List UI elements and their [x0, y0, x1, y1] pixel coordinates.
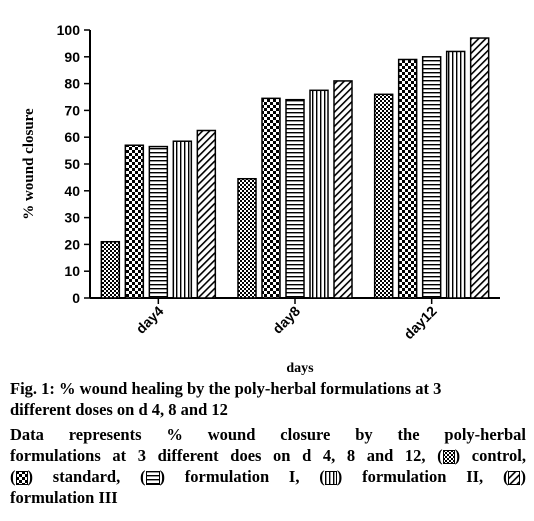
y-tick-label: 100	[57, 22, 81, 38]
bar-day12-formulation-ii	[445, 50, 466, 299]
x-axis-label: days	[286, 361, 314, 375]
swatch-formulation-ii-icon	[324, 471, 337, 485]
bar-chart: 0 10 20 30 40 50 60 70 80 90 100 day4 day8 day12 % wou…	[21, 22, 500, 375]
bar-day8-formulation-iii	[333, 80, 353, 299]
bar-day12-control	[373, 93, 394, 299]
y-tick-label: 60	[64, 129, 80, 145]
swatch-formulation-iii-icon	[508, 471, 521, 485]
caption-text: ) formulation II, (	[336, 467, 509, 486]
bar-day4-formulation-iii	[196, 129, 217, 299]
swatch-standard-icon	[15, 471, 28, 485]
x-tick-label: day4	[133, 303, 167, 337]
caption-text: ) formulation I, (	[159, 467, 325, 486]
y-tick-label: 40	[64, 183, 80, 199]
caption-text: (	[10, 467, 16, 486]
caption-text: )	[520, 467, 526, 486]
y-tick-label: 80	[64, 76, 80, 92]
caption-body-line: Data represents % wound closure by the p…	[10, 425, 526, 444]
caption-body-line: formulation III	[10, 488, 118, 507]
bar-day4-formulation-ii	[172, 140, 193, 299]
bar-day4-control	[100, 240, 121, 299]
bar-day8-control	[237, 177, 257, 299]
figure-caption-body: Data represents % wound closure by the p…	[10, 424, 526, 508]
bar-day8-standard	[261, 97, 281, 299]
y-tick-label: 10	[64, 263, 80, 279]
y-tick-label: 90	[64, 49, 80, 65]
x-tick-label: day8	[269, 303, 303, 337]
caption-text: formulations at 3 different does on d 4,…	[10, 446, 443, 465]
y-axis-label: % wound closure	[21, 108, 37, 220]
caption-title-line: different doses on d 4, 8 and 12	[10, 400, 228, 419]
y-tick-label: 50	[64, 156, 80, 172]
caption-body-line: formulations at 3 different does on d 4,…	[10, 445, 526, 466]
bar-day4-formulation-i	[148, 145, 169, 299]
figure-caption-title: Fig. 1: % wound healing by the poly-herb…	[10, 378, 526, 420]
y-tick-label: 70	[64, 102, 80, 118]
caption-body-line: ( ) standard, ( ) formulation I, ( ) formul…	[10, 466, 526, 487]
swatch-control-icon	[442, 450, 455, 464]
bar-day8-formulation-i	[285, 98, 305, 299]
bar-day12-formulation-iii	[469, 37, 490, 299]
y-tick-label: 30	[64, 210, 80, 226]
y-tick-label: 20	[64, 236, 80, 252]
x-tick-label: day12	[400, 303, 440, 343]
bars	[100, 37, 490, 299]
bar-day4-standard	[124, 144, 145, 299]
bar-day8-formulation-ii	[309, 89, 329, 299]
caption-text: ) control,	[454, 446, 526, 465]
caption-text: ) standard, (	[27, 467, 146, 486]
y-tick-label: 0	[72, 290, 80, 306]
caption-title-line: Fig. 1: % wound healing by the poly-herb…	[10, 379, 442, 398]
swatch-formulation-i-icon	[145, 471, 160, 485]
bar-day12-standard	[397, 58, 418, 299]
bar-day12-formulation-i	[421, 56, 442, 299]
